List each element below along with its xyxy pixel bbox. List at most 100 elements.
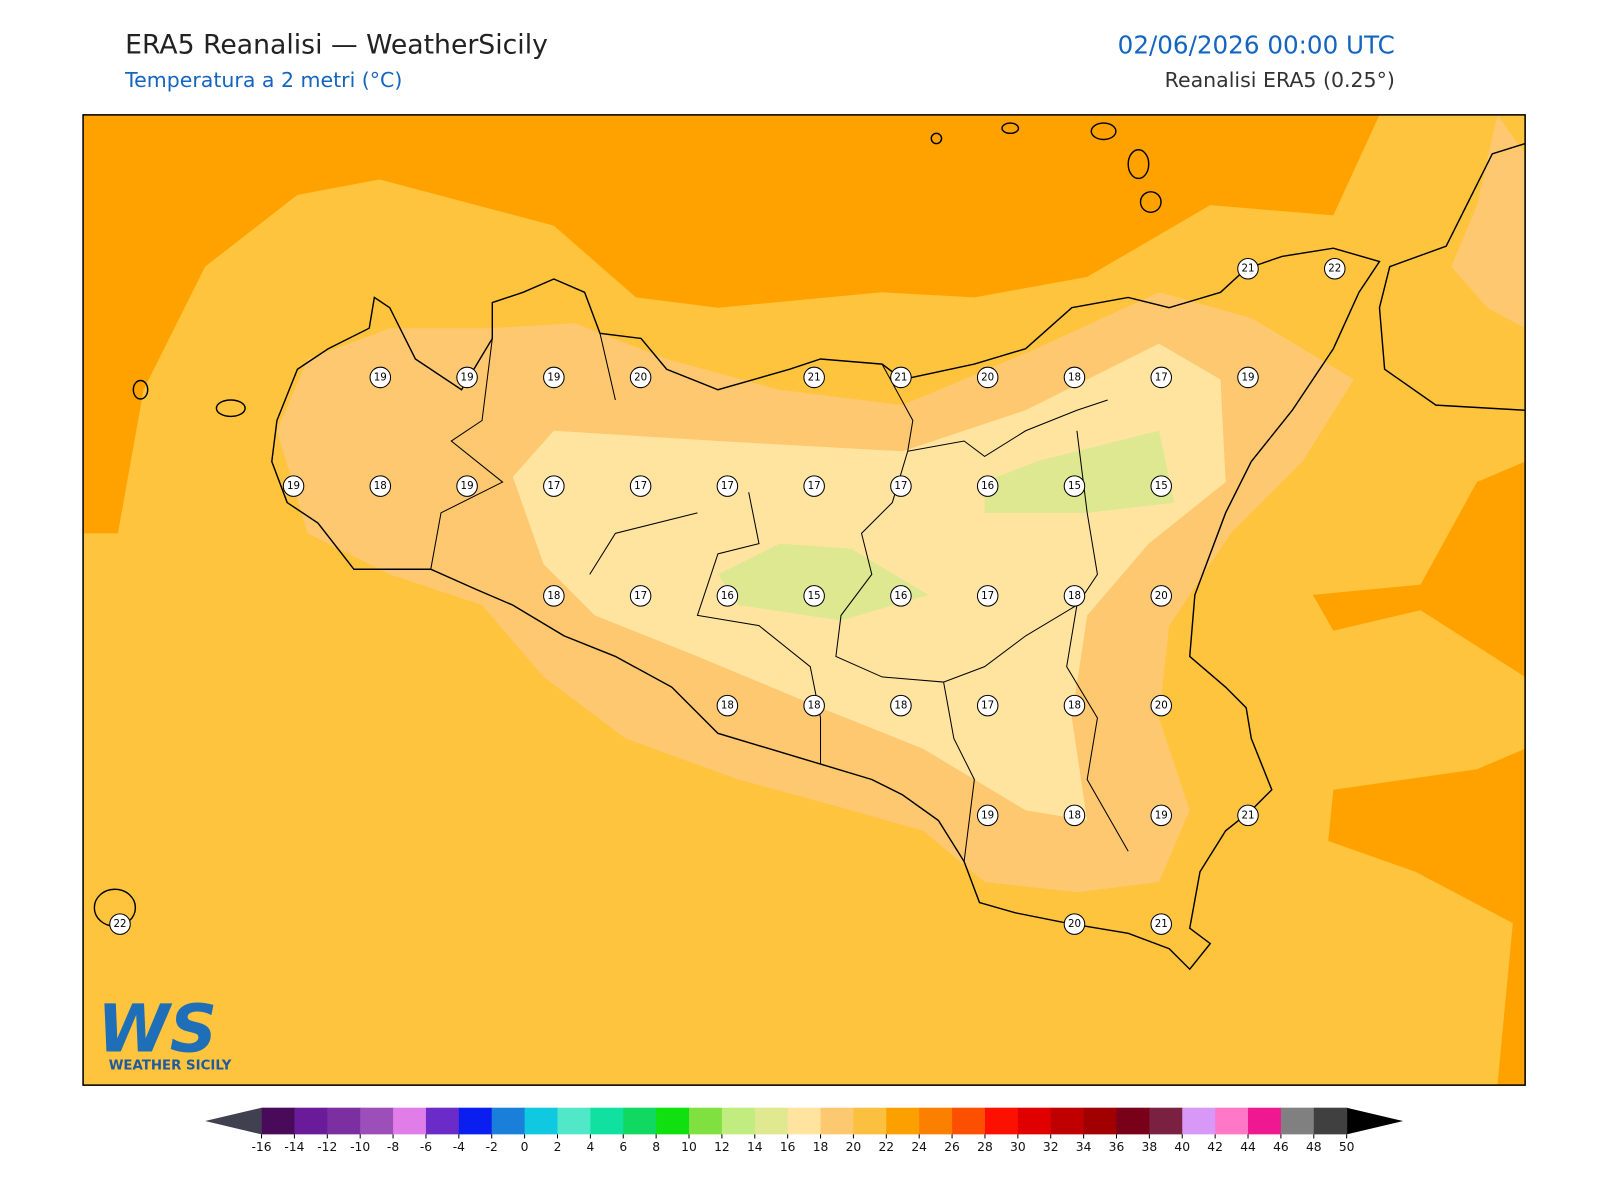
colorbar-label: 30 (1010, 1140, 1026, 1154)
map: 21 22 19 19 19 20 21 21 20 18 17 19 19 18 19 17 17 17 17 17… (82, 114, 1526, 1086)
colorbar-label: 6 (619, 1140, 627, 1154)
colorbar-label: -12 (317, 1140, 337, 1154)
station-value: 20 (1068, 918, 1081, 930)
logo-mark: WS (97, 991, 217, 1067)
colorbar-label: -6 (420, 1140, 432, 1154)
station-value: 22 (113, 918, 126, 930)
colorbar-label: -14 (284, 1140, 304, 1154)
colorbar-label: 42 (1207, 1140, 1223, 1154)
logo: WS WEATHER SICILY (97, 991, 231, 1073)
colorbar-bin (886, 1107, 920, 1135)
colorbar-label: 24 (911, 1140, 927, 1154)
colorbar-bin (524, 1107, 558, 1135)
colorbar-bin (393, 1107, 427, 1135)
station-marker (1150, 913, 1172, 935)
station-marker (803, 475, 825, 497)
station-value: 18 (1068, 809, 1081, 821)
station-value: 19 (1155, 809, 1168, 821)
source: Reanalisi ERA5 (0.25°) (1165, 68, 1395, 92)
station-value: 18 (1068, 700, 1081, 712)
station-marker (716, 475, 739, 497)
station-value: 17 (808, 480, 821, 492)
colorbar-bin (952, 1107, 986, 1135)
station-marker (1063, 366, 1086, 389)
colorbar-bin (787, 1107, 822, 1135)
colorbar-label: 40 (1174, 1140, 1190, 1154)
colorbar-label: 4 (586, 1140, 594, 1154)
station-marker (629, 475, 652, 497)
colorbar-label: 32 (1043, 1140, 1059, 1154)
station-marker (1237, 804, 1259, 827)
station-marker (543, 585, 565, 607)
station-marker (890, 585, 912, 607)
station-value: 19 (374, 371, 387, 383)
colorbar-label: 22 (878, 1140, 894, 1154)
colorbar-label: 48 (1306, 1140, 1322, 1154)
colorbar-label: 10 (681, 1140, 697, 1154)
station-marker (976, 366, 999, 389)
station-marker (543, 475, 565, 497)
station-value: 21 (808, 371, 821, 383)
station-marker (543, 366, 565, 389)
station-marker (976, 694, 999, 717)
colorbar-bin (590, 1107, 624, 1135)
colorbar-bin (689, 1107, 723, 1135)
colorbar-label: 38 (1142, 1140, 1158, 1154)
colorbar-bin (623, 1107, 657, 1135)
station-value: 17 (547, 480, 560, 492)
colorbar-bin (984, 1107, 1019, 1135)
stations: 21 22 19 19 19 20 21 21 20 18 17 19 19 18 19 17 17 17 17 17… (109, 257, 1346, 935)
colorbar-label: 16 (780, 1140, 796, 1154)
station-value: 16 (894, 590, 907, 602)
station-marker (282, 475, 305, 497)
colorbar-label: 50 (1339, 1140, 1355, 1154)
station-marker (803, 585, 825, 607)
station-value: 18 (1068, 590, 1081, 602)
station-marker (803, 694, 825, 717)
station-marker (890, 694, 912, 717)
station-value: 18 (1068, 371, 1081, 383)
title: ERA5 Reanalisi — WeatherSicily (125, 29, 548, 60)
logo-name: WEATHER SICILY (109, 1059, 232, 1074)
colorbar-bin (853, 1107, 887, 1135)
field (717, 430, 1175, 621)
station-value: 18 (721, 700, 734, 712)
colorbar-bin (1280, 1107, 1315, 1135)
station-marker (803, 366, 825, 389)
station-value: 20 (1155, 590, 1168, 602)
station-marker (369, 475, 392, 497)
colorbar-label: 44 (1240, 1140, 1256, 1154)
station-value: 21 (1241, 263, 1254, 275)
station-marker (716, 694, 739, 717)
station-marker (976, 475, 999, 497)
colorbar-label: 2 (554, 1140, 562, 1154)
colorbar-label: -4 (453, 1140, 465, 1154)
station-marker (1063, 694, 1086, 717)
colorbar-bin (261, 1107, 295, 1135)
field (83, 114, 1380, 534)
colorbar-bin (919, 1107, 953, 1135)
station-value: 19 (287, 480, 300, 492)
station-value: 17 (634, 590, 647, 602)
station-value: 21 (1155, 918, 1168, 930)
station-marker (1063, 585, 1086, 607)
colorbar-bin (360, 1107, 394, 1135)
colorbar-bin (754, 1107, 789, 1135)
station-value: 15 (808, 590, 821, 602)
field (1312, 461, 1526, 1086)
colorbar-bin (1116, 1107, 1150, 1135)
station-marker (1150, 585, 1172, 607)
station-value: 19 (981, 809, 994, 821)
colorbar-bin (656, 1107, 690, 1135)
station-marker (890, 475, 912, 497)
station-marker (890, 366, 912, 389)
station-marker (369, 366, 392, 389)
station-value: 15 (1068, 480, 1081, 492)
colorbar-bin (327, 1107, 361, 1135)
station-value: 19 (461, 480, 474, 492)
station-value: 17 (634, 480, 647, 492)
datetime: 02/06/2026 00:00 UTC (1118, 30, 1395, 59)
station-marker (629, 366, 652, 389)
colorbar-arrow (1346, 1107, 1404, 1135)
